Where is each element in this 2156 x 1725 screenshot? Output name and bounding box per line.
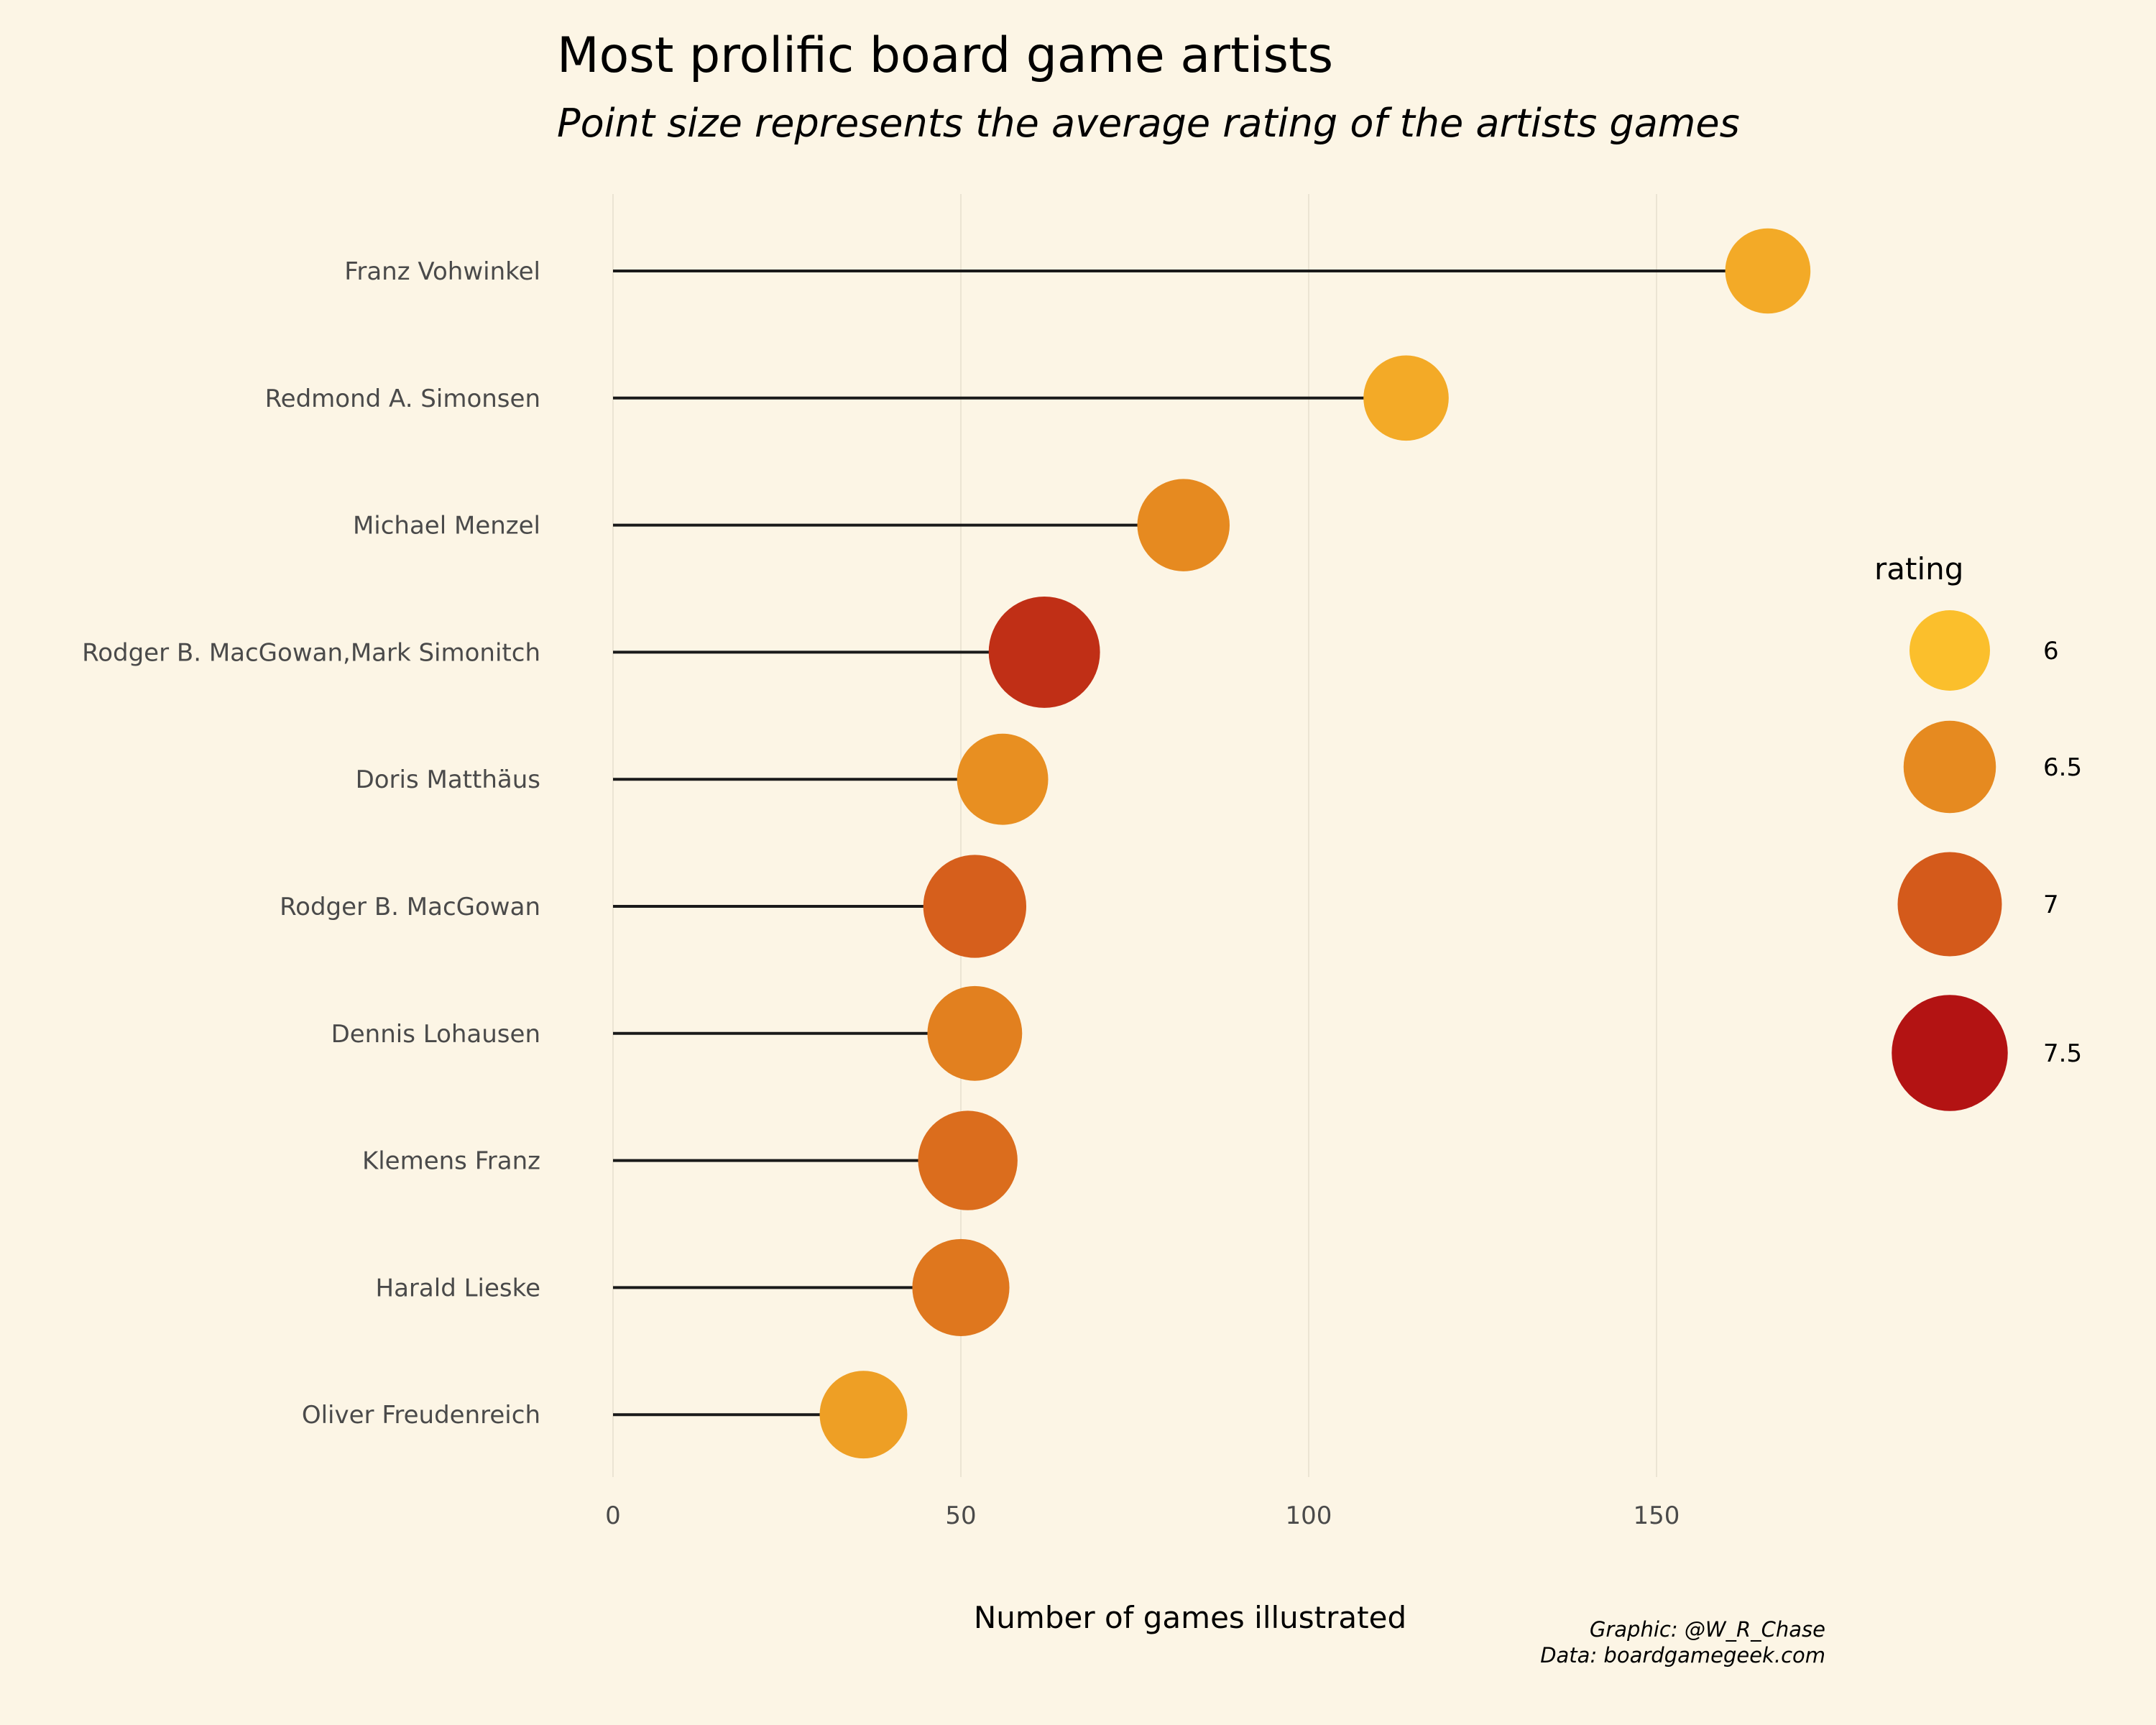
legend: rating 6 6.5 7 7.5 (1874, 551, 2082, 1111)
y-tick-label: Redmond A. Simonsen (265, 385, 540, 413)
data-point (1363, 355, 1449, 441)
data-point (918, 1110, 1018, 1210)
data-point (923, 855, 1027, 958)
legend-key (1892, 995, 2008, 1111)
data-point (912, 1238, 1010, 1336)
x-tick-labels: 0 50 100 150 (605, 1501, 1680, 1530)
y-tick-label: Klemens Franz (362, 1147, 540, 1176)
chart-title: Most prolific board game artists (557, 27, 1333, 84)
y-tick-label: Oliver Freudenreich (302, 1401, 540, 1430)
legend-label: 6.5 (2043, 753, 2082, 782)
y-tick-label: Rodger B. MacGowan,Mark Simonitch (82, 638, 540, 667)
legend-label: 7.5 (2043, 1039, 2082, 1068)
data-point (819, 1371, 908, 1459)
x-axis-label: Number of games illustrated (974, 1600, 1406, 1635)
legend-key (1897, 852, 2002, 957)
y-tick-label: Rodger B. MacGowan (280, 893, 540, 921)
points (819, 228, 1811, 1459)
y-tick-label: Doris Matthäus (356, 765, 540, 794)
y-tick-label: Dennis Lohausen (331, 1020, 540, 1049)
caption-graphic: Graphic: @W_R_Chase (1590, 1617, 1825, 1642)
chart-subtitle: Point size represents the average rating… (557, 101, 1740, 146)
caption-data: Data: boardgamegeek.com (1540, 1643, 1825, 1668)
y-tick-label: Franz Vohwinkel (344, 257, 540, 286)
data-point (988, 596, 1100, 708)
x-tick-label: 50 (945, 1501, 976, 1530)
legend-key (1903, 720, 1996, 814)
y-tick-labels: Franz Vohwinkel Redmond A. Simonsen Michae… (82, 257, 540, 1430)
y-tick-label: Harald Lieske (376, 1274, 540, 1302)
data-point (927, 985, 1023, 1081)
data-point (1137, 479, 1230, 571)
data-point (1725, 228, 1811, 314)
y-tick-label: Michael Menzel (353, 512, 540, 540)
legend-key (1909, 610, 1990, 691)
x-tick-label: 100 (1286, 1501, 1332, 1530)
data-point (957, 733, 1049, 825)
x-tick-label: 150 (1634, 1501, 1680, 1530)
legend-title: rating (1874, 551, 1963, 586)
x-tick-label: 0 (605, 1501, 621, 1530)
legend-label: 6 (2043, 637, 2059, 666)
legend-label: 7 (2043, 891, 2059, 919)
